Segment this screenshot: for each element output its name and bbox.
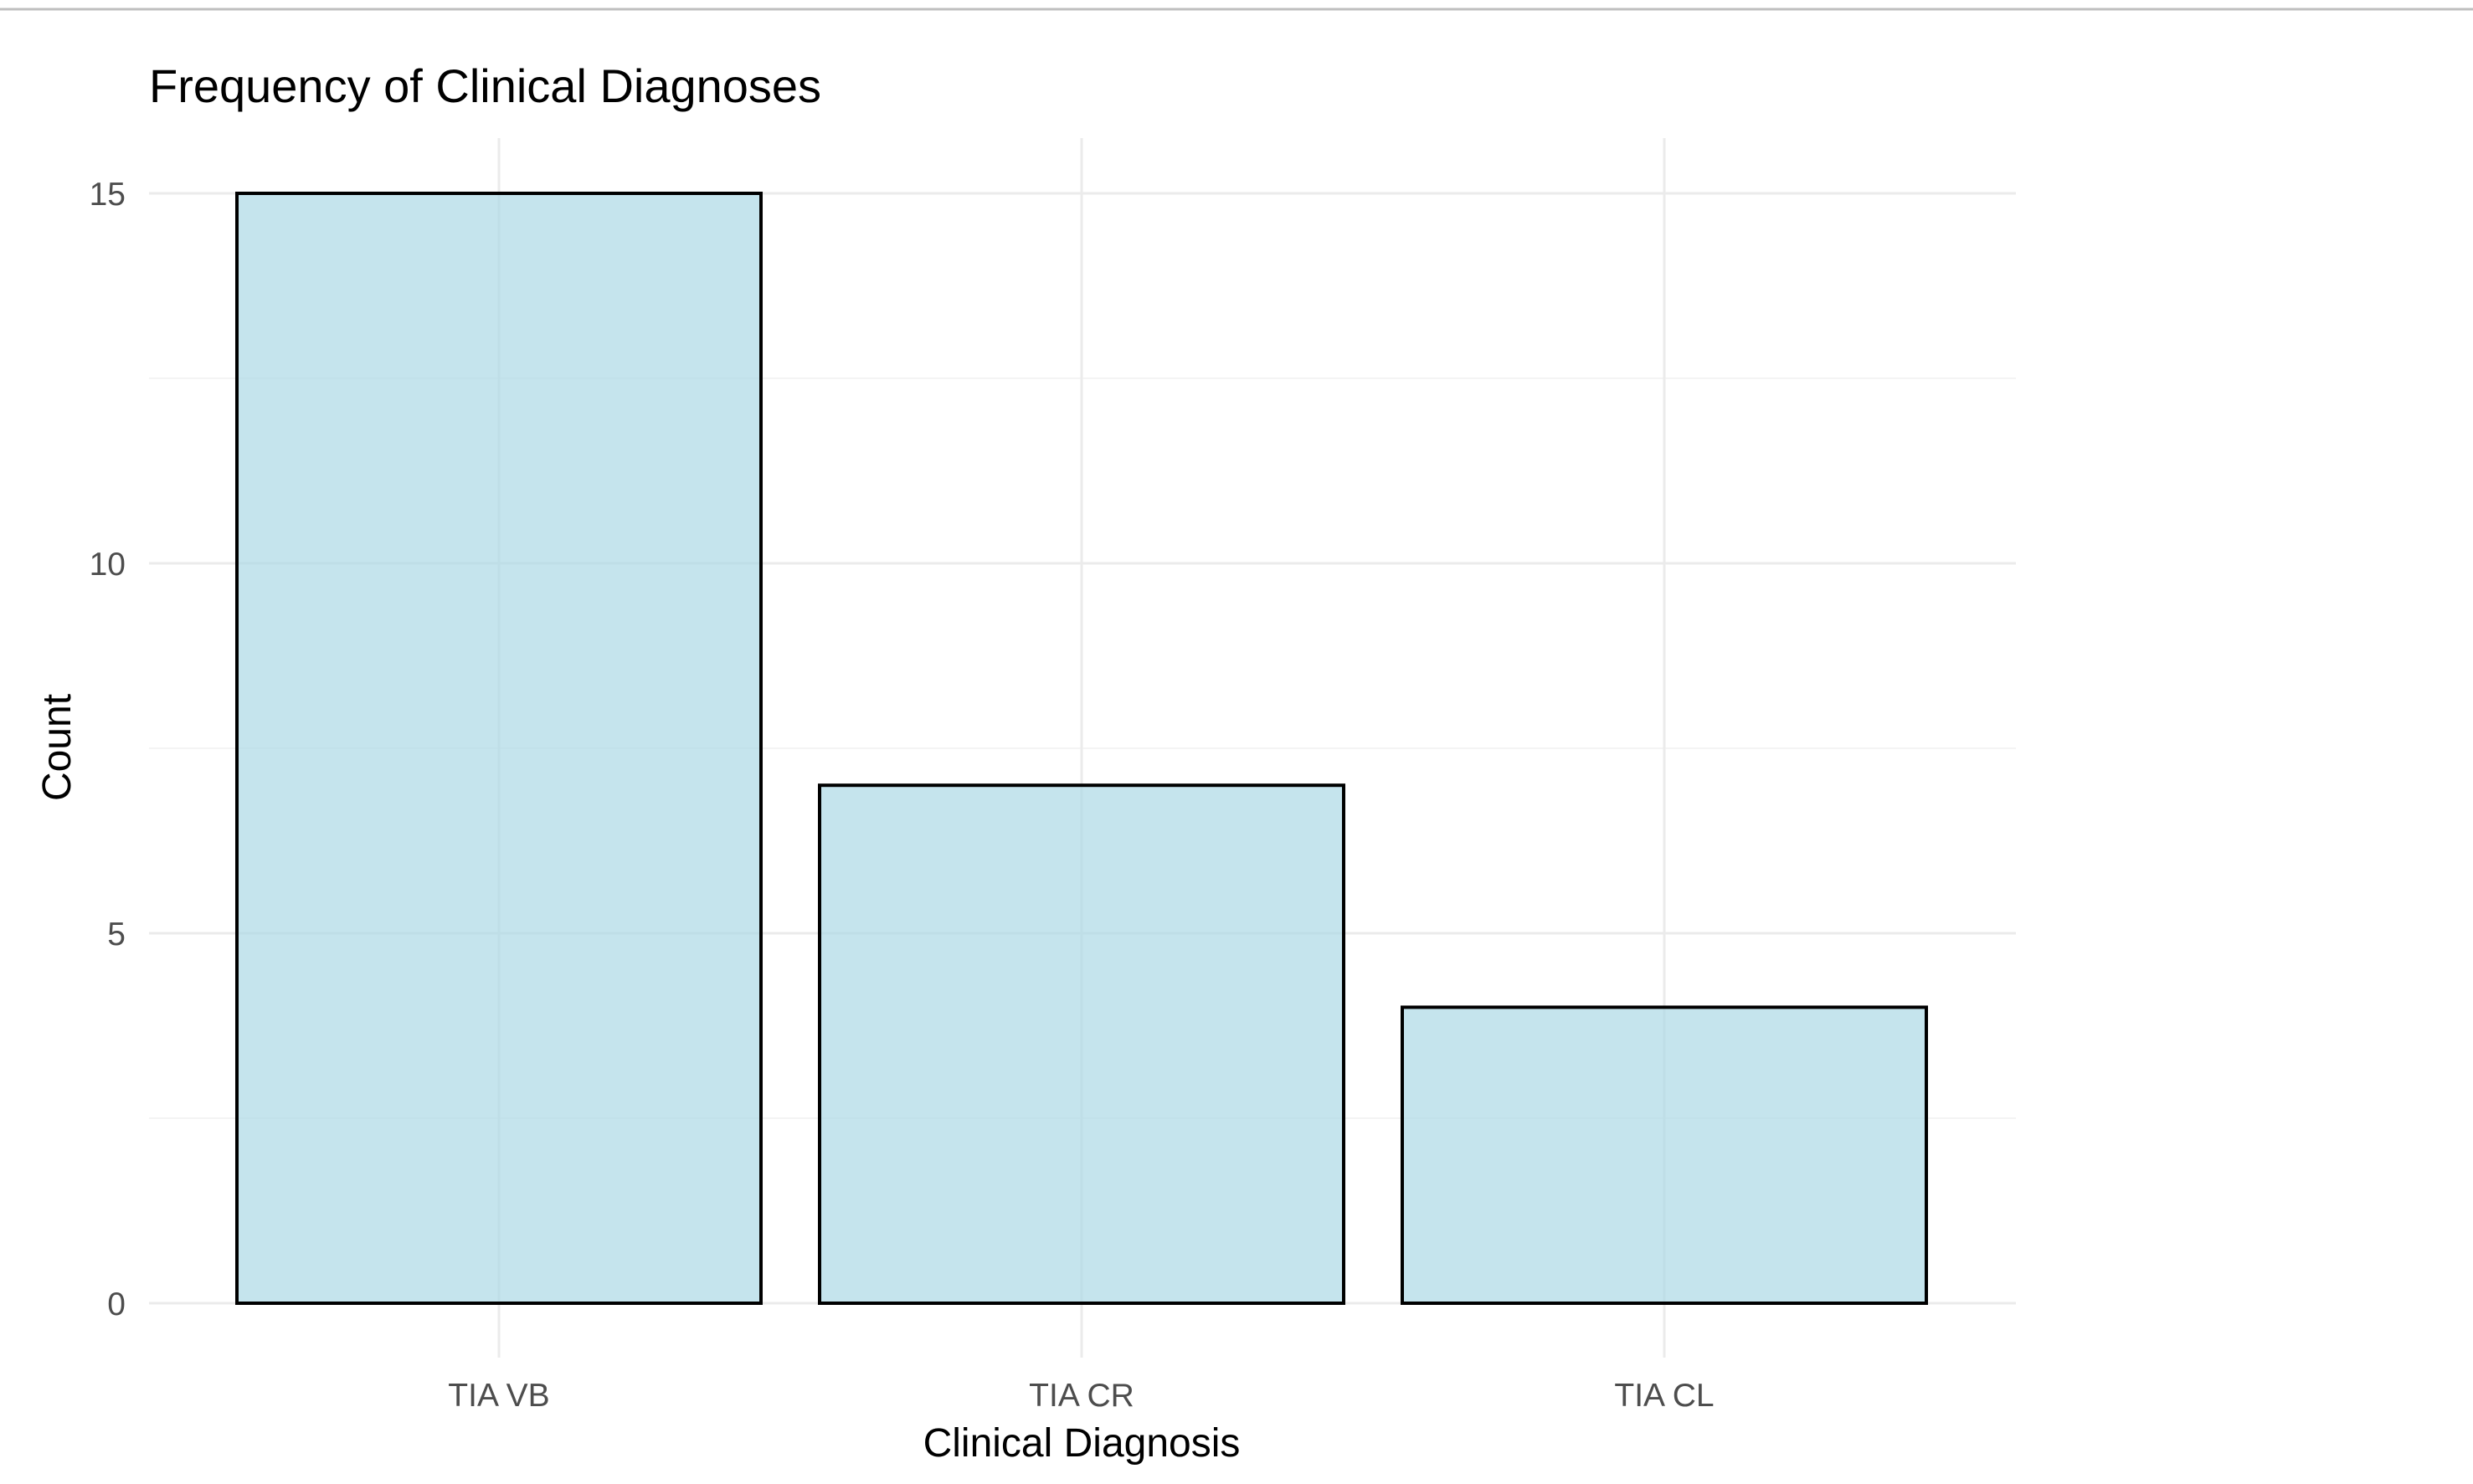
y-tick-label: 5: [107, 917, 126, 953]
bars: [235, 192, 1928, 1306]
y-axis-title: Count: [35, 694, 80, 801]
x-axis-ticks: TIA VB TIA CR TIA CL: [448, 1378, 1714, 1414]
bar-tia-cl: [1401, 1005, 1928, 1306]
y-tick-label: 10: [90, 547, 126, 583]
x-tick-label: TIA CR: [1029, 1378, 1134, 1414]
x-axis-title: Clinical Diagnosis: [923, 1421, 1241, 1466]
bar-tia-vb: [235, 192, 763, 1305]
chart-title: Frequency of Clinical Diagnoses: [149, 59, 821, 112]
x-tick-label: TIA CL: [1614, 1378, 1714, 1414]
y-tick-label: 0: [107, 1286, 126, 1322]
y-axis-ticks: 0 5 10 15: [90, 177, 126, 1322]
y-tick-label: 15: [90, 177, 126, 213]
x-tick-label: TIA VB: [448, 1378, 549, 1414]
bar-tia-cr: [818, 783, 1345, 1305]
